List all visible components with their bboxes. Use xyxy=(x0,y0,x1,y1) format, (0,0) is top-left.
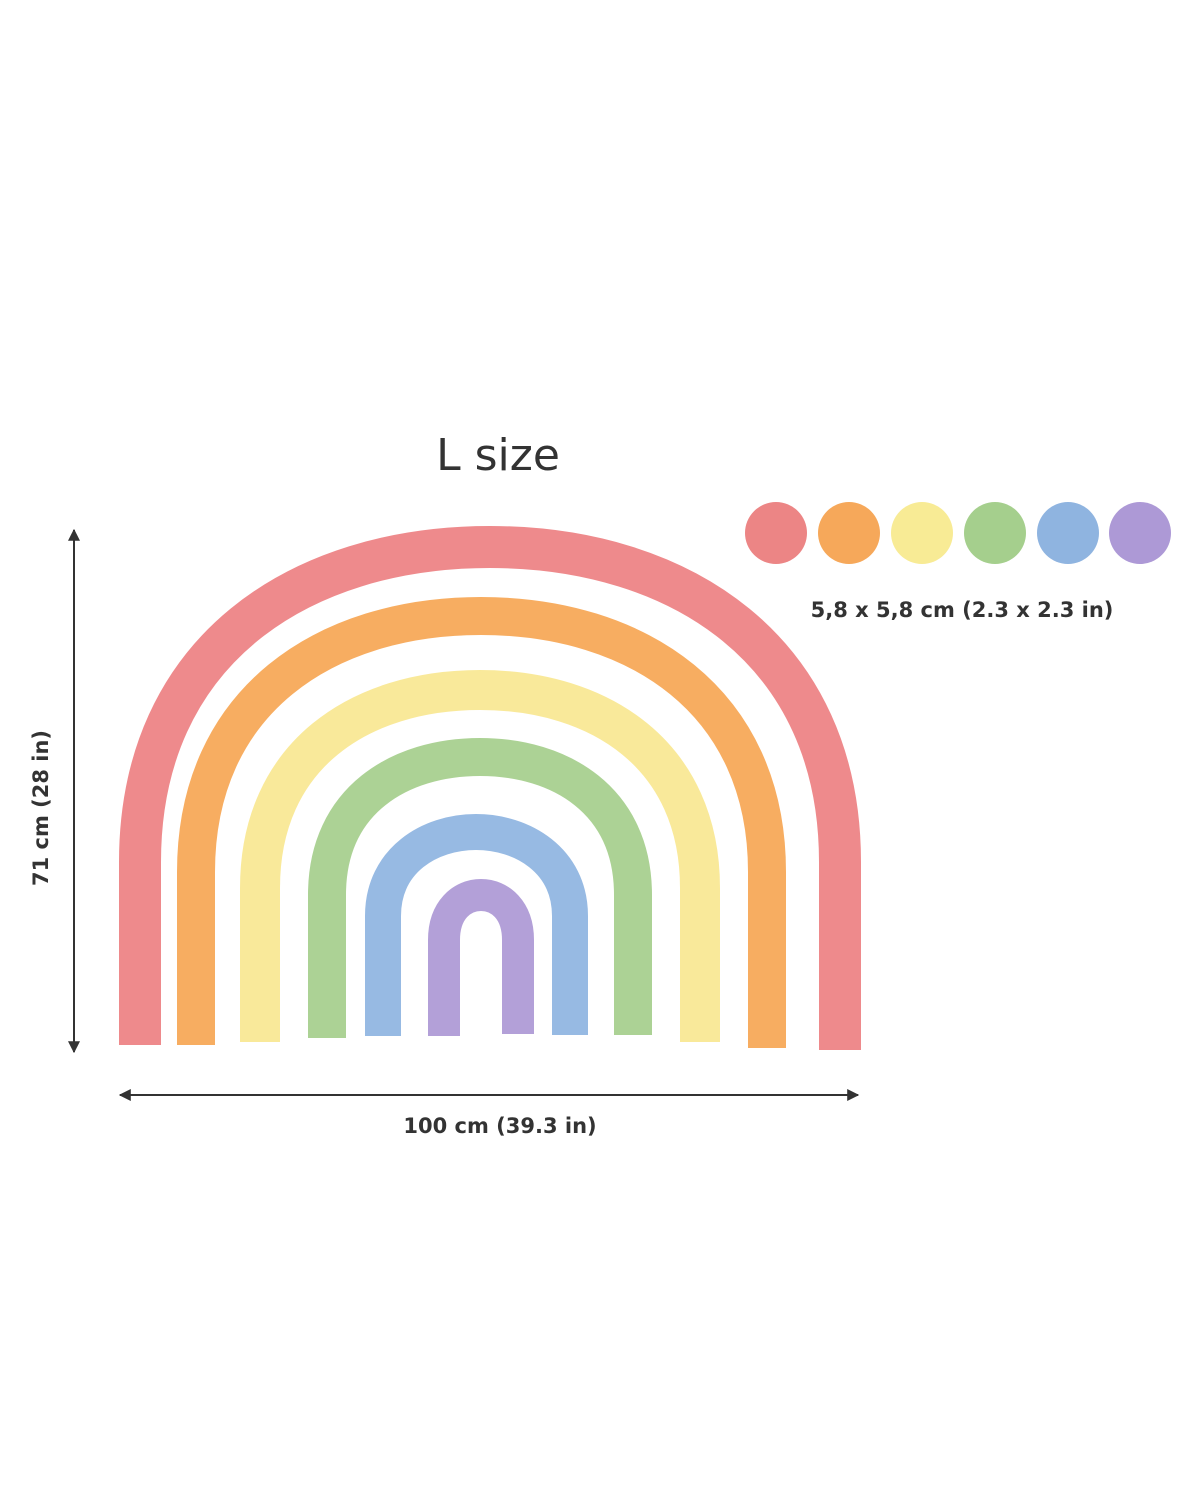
dot-yellow xyxy=(891,502,953,564)
arc-yellow xyxy=(240,670,720,1042)
arc-orange xyxy=(177,597,786,1048)
dots-size-label: 5,8 x 5,8 cm (2.3 x 2.3 in) xyxy=(811,598,1114,622)
height-label: 71 cm (28 in) xyxy=(29,730,53,886)
dot-orange xyxy=(818,502,880,564)
dot-red xyxy=(745,502,807,564)
size-title: L size xyxy=(436,430,560,481)
arc-red xyxy=(119,526,861,1050)
arc-purple xyxy=(428,879,534,1036)
color-dots xyxy=(745,502,1171,564)
dot-green xyxy=(964,502,1026,564)
arc-blue xyxy=(365,814,588,1036)
rainbow xyxy=(119,526,861,1050)
arc-green xyxy=(308,738,652,1038)
width-label: 100 cm (39.3 in) xyxy=(403,1114,596,1138)
dot-blue xyxy=(1037,502,1099,564)
dot-purple xyxy=(1109,502,1171,564)
